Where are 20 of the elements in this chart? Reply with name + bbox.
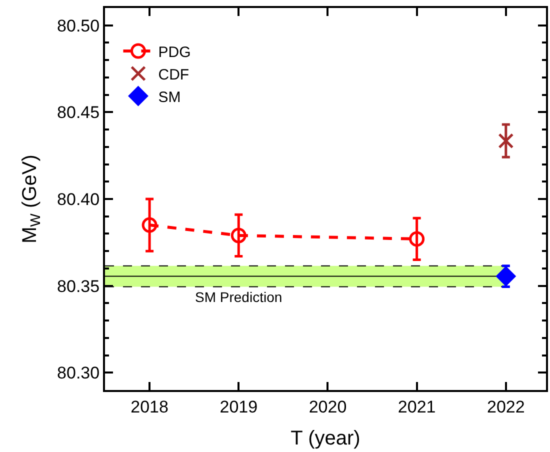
y-tick-label: 80.45 (57, 103, 100, 122)
point (496, 266, 516, 286)
x-tick-label: 2022 (486, 397, 525, 416)
y-tick-label: 80.40 (57, 190, 100, 209)
point (409, 231, 425, 247)
y-tick-label: 80.30 (57, 364, 100, 383)
legend-label: CDF (158, 66, 190, 84)
x-tick-label: 2021 (398, 397, 436, 416)
point (142, 217, 158, 233)
y-tick-label: 80.35 (57, 276, 100, 296)
point (230, 228, 246, 244)
x-axis-title: T (year) (290, 427, 360, 450)
y-tick-label: 80.50 (57, 16, 100, 36)
legend-label: SM (158, 88, 181, 106)
legend-label: PDG (158, 44, 191, 61)
x-tick-label: 2019 (220, 397, 258, 416)
band-label: SM Prediction (195, 289, 282, 305)
x-tick-label: 2020 (308, 397, 347, 416)
x-tick-label: 2018 (130, 397, 168, 416)
point (498, 133, 514, 149)
